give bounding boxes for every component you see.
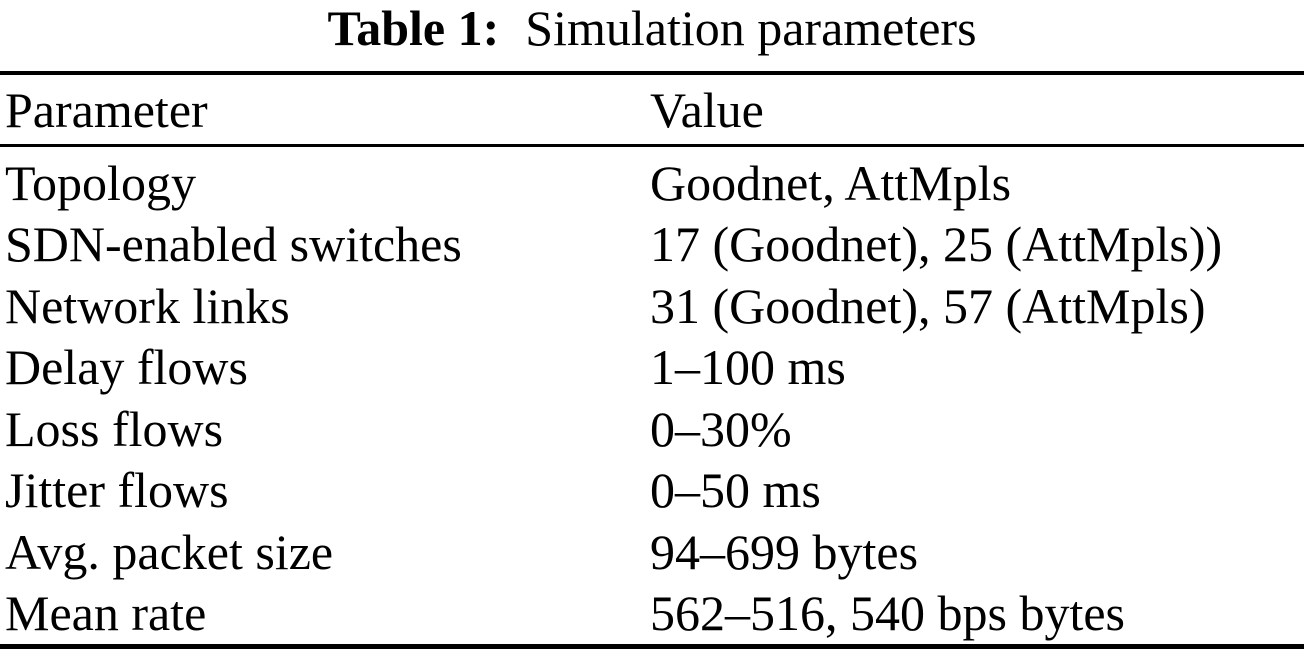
parameter-cell: Delay flows <box>5 339 248 396</box>
table-row: Jitter flows 0–50 ms <box>0 460 1304 522</box>
column-header-value: Value <box>650 81 764 138</box>
value-cell: 562–516, 540 bps bytes <box>650 585 1125 642</box>
value-cell: 0–30% <box>650 400 792 457</box>
table-row: SDN-enabled switches 17 (Goodnet), 25 (A… <box>0 214 1304 276</box>
table-header-rule <box>0 144 1304 147</box>
parameter-cell: SDN-enabled switches <box>5 216 462 273</box>
table-row: Network links 31 (Goodnet), 57 (AttMpls) <box>0 275 1304 337</box>
value-cell: 0–50 ms <box>650 462 821 519</box>
table-top-rule <box>0 71 1304 75</box>
parameter-cell: Mean rate <box>5 585 207 642</box>
table-caption: Table 1: Simulation parameters <box>0 0 1304 71</box>
value-cell: Goodnet, AttMpls <box>650 154 1012 211</box>
table-row: Mean rate 562–516, 540 bps bytes <box>0 583 1304 645</box>
value-cell: 94–699 bytes <box>650 523 919 580</box>
table-row: Loss flows 0–30% <box>0 398 1304 460</box>
parameter-cell: Loss flows <box>5 400 224 457</box>
value-cell: 1–100 ms <box>650 339 846 396</box>
parameter-cell: Topology <box>5 154 196 211</box>
value-cell: 31 (Goodnet), 57 (AttMpls) <box>650 277 1206 334</box>
table-body: Topology Goodnet, AttMpls SDN-enabled sw… <box>0 147 1304 644</box>
table-row: Topology Goodnet, AttMpls <box>0 152 1304 214</box>
parameter-cell: Avg. packet size <box>5 523 334 580</box>
parameter-cell: Jitter flows <box>5 462 229 519</box>
table-caption-label: Table 1: <box>327 0 500 56</box>
table-bottom-rule <box>0 644 1304 649</box>
value-cell: 17 (Goodnet), 25 (AttMpls)) <box>650 216 1223 273</box>
table-row: Delay flows 1–100 ms <box>0 337 1304 399</box>
table-caption-title: Simulation parameters <box>525 0 977 56</box>
table-header-row: Parameter Value <box>0 75 1304 144</box>
parameter-cell: Network links <box>5 277 290 334</box>
column-header-parameter: Parameter <box>5 81 208 138</box>
table-row: Avg. packet size 94–699 bytes <box>0 521 1304 583</box>
